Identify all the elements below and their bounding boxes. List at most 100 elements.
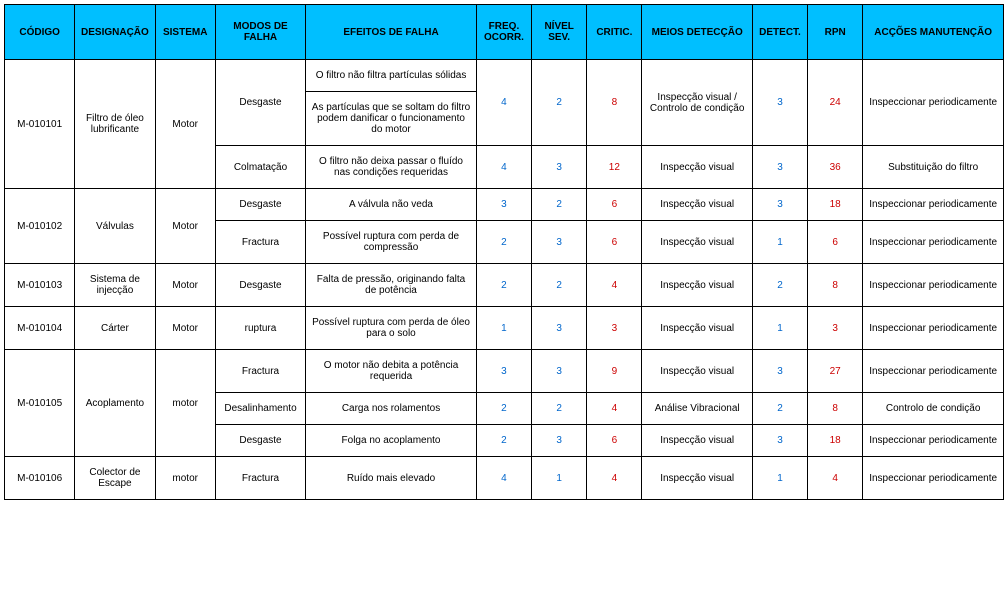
col-accoes: ACÇÕES MANUTENÇÃO xyxy=(863,5,1004,60)
table-cell: Inspeccionar periodicamente xyxy=(863,425,1004,457)
table-cell: Substituição do filtro xyxy=(863,146,1004,189)
table-cell: Ruído mais elevado xyxy=(306,457,477,500)
table-cell: Inspeccionar periodicamente xyxy=(863,60,1004,146)
table-cell: 6 xyxy=(808,221,863,264)
table-cell: 3 xyxy=(752,425,807,457)
table-cell: Análise Vibracional xyxy=(642,393,752,425)
table-cell: 3 xyxy=(752,146,807,189)
col-designacao: DESIGNAÇÃO xyxy=(75,5,155,60)
table-cell: Inspeccionar periodicamente xyxy=(863,264,1004,307)
table-cell: Fractura xyxy=(215,350,305,393)
table-cell: Possível ruptura com perda de compressão xyxy=(306,221,477,264)
table-body: M-010101Filtro de óleo lubrificanteMotor… xyxy=(5,60,1004,500)
table-cell: 6 xyxy=(587,221,642,264)
table-cell: Desgaste xyxy=(215,264,305,307)
table-cell: Inspecção visual xyxy=(642,221,752,264)
table-cell: 3 xyxy=(532,350,587,393)
table-header: CÓDIGO DESIGNAÇÃO SISTEMA MODOS DE FALHA… xyxy=(5,5,1004,60)
table-cell: Possível ruptura com perda de óleo para … xyxy=(306,307,477,350)
table-cell: 9 xyxy=(587,350,642,393)
table-cell: Desgaste xyxy=(215,60,305,146)
table-cell: 8 xyxy=(587,60,642,146)
table-row: M-010102VálvulasMotorDesgasteA válvula n… xyxy=(5,189,1004,221)
table-cell: 2 xyxy=(752,264,807,307)
table-cell: Inspeccionar periodicamente xyxy=(863,221,1004,264)
table-cell: 2 xyxy=(476,264,531,307)
table-cell: 4 xyxy=(476,457,531,500)
table-cell: Controlo de condição xyxy=(863,393,1004,425)
table-cell: Fractura xyxy=(215,457,305,500)
table-cell: 6 xyxy=(587,425,642,457)
table-cell: 4 xyxy=(808,457,863,500)
table-cell: Inspeccionar periodicamente xyxy=(863,307,1004,350)
table-cell: 36 xyxy=(808,146,863,189)
table-cell: Desgaste xyxy=(215,189,305,221)
table-cell: Motor xyxy=(155,307,215,350)
table-cell: 1 xyxy=(752,457,807,500)
table-cell: 18 xyxy=(808,189,863,221)
table-cell: 3 xyxy=(476,189,531,221)
table-cell: Falta de pressão, originando falta de po… xyxy=(306,264,477,307)
table-cell: 24 xyxy=(808,60,863,146)
table-cell: Inspecção visual xyxy=(642,264,752,307)
table-cell: Folga no acoplamento xyxy=(306,425,477,457)
table-cell: As partículas que se soltam do filtro po… xyxy=(306,92,477,146)
table-cell: 2 xyxy=(532,264,587,307)
table-cell: 4 xyxy=(476,60,531,146)
table-cell: Motor xyxy=(155,264,215,307)
col-nivel: NÍVEL SEV. xyxy=(532,5,587,60)
table-cell: motor xyxy=(155,350,215,457)
table-cell: 2 xyxy=(752,393,807,425)
table-cell: 3 xyxy=(532,221,587,264)
table-cell: Inspecção visual xyxy=(642,457,752,500)
table-cell: 8 xyxy=(808,264,863,307)
table-cell: M-010103 xyxy=(5,264,75,307)
table-cell: 3 xyxy=(532,146,587,189)
table-cell: Inspecção visual xyxy=(642,146,752,189)
table-cell: Inspecção visual xyxy=(642,425,752,457)
table-cell: M-010106 xyxy=(5,457,75,500)
table-cell: 2 xyxy=(532,60,587,146)
table-cell: M-010102 xyxy=(5,189,75,264)
table-cell: 27 xyxy=(808,350,863,393)
table-cell: Inspecção visual / Controlo de condição xyxy=(642,60,752,146)
table-cell: 3 xyxy=(532,307,587,350)
table-cell: Inspecção visual xyxy=(642,307,752,350)
table-cell: ruptura xyxy=(215,307,305,350)
table-cell: M-010104 xyxy=(5,307,75,350)
fmea-table: CÓDIGO DESIGNAÇÃO SISTEMA MODOS DE FALHA… xyxy=(4,4,1004,500)
table-cell: 2 xyxy=(476,425,531,457)
table-cell: O filtro não deixa passar o fluído nas c… xyxy=(306,146,477,189)
table-cell: 3 xyxy=(532,425,587,457)
table-cell: 3 xyxy=(752,350,807,393)
table-cell: 3 xyxy=(752,189,807,221)
table-cell: 3 xyxy=(587,307,642,350)
table-cell: 2 xyxy=(532,393,587,425)
table-cell: 4 xyxy=(587,393,642,425)
col-rpn: RPN xyxy=(808,5,863,60)
table-cell: 4 xyxy=(476,146,531,189)
table-cell: 8 xyxy=(808,393,863,425)
col-freq: FREQ. OCORR. xyxy=(476,5,531,60)
table-row: M-010104CárterMotorrupturaPossível ruptu… xyxy=(5,307,1004,350)
table-cell: 4 xyxy=(587,264,642,307)
table-cell: 3 xyxy=(752,60,807,146)
col-codigo: CÓDIGO xyxy=(5,5,75,60)
table-cell: 1 xyxy=(532,457,587,500)
table-cell: O filtro não filtra partículas sólidas xyxy=(306,60,477,92)
col-sistema: SISTEMA xyxy=(155,5,215,60)
table-cell: Filtro de óleo lubrificante xyxy=(75,60,155,189)
table-cell: 4 xyxy=(587,457,642,500)
col-efeitos: EFEITOS DE FALHA xyxy=(306,5,477,60)
table-cell: Desalinhamento xyxy=(215,393,305,425)
table-cell: 12 xyxy=(587,146,642,189)
table-cell: Inspecção visual xyxy=(642,189,752,221)
table-cell: Inspeccionar periodicamente xyxy=(863,350,1004,393)
table-cell: 18 xyxy=(808,425,863,457)
col-meios: MEIOS DETECÇÃO xyxy=(642,5,752,60)
table-cell: 3 xyxy=(476,350,531,393)
table-cell: Motor xyxy=(155,60,215,189)
table-cell: Colector de Escape xyxy=(75,457,155,500)
table-cell: Acoplamento xyxy=(75,350,155,457)
table-cell: Colmatação xyxy=(215,146,305,189)
